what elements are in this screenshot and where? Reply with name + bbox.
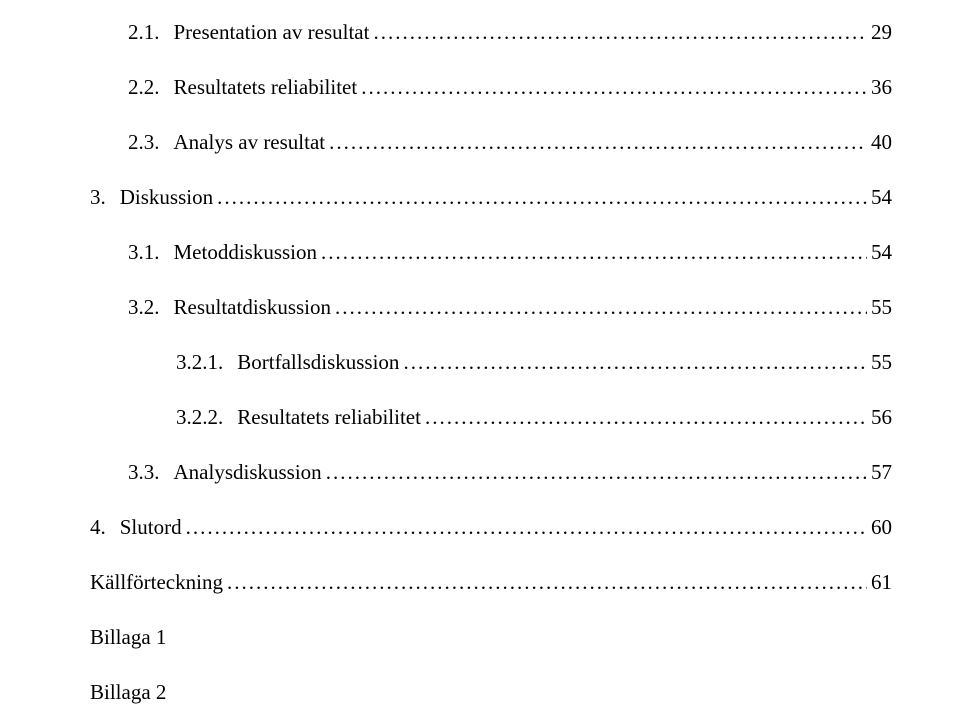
toc-title: Källförteckning bbox=[90, 570, 223, 595]
toc-page: 60 bbox=[867, 515, 892, 540]
toc-leader bbox=[317, 240, 867, 265]
toc-number: 3.2.2. bbox=[176, 405, 237, 430]
toc-entry: 3.2. Resultatdiskussion 55 bbox=[90, 295, 892, 320]
toc-page: 54 bbox=[867, 185, 892, 210]
toc-title: Slutord bbox=[120, 515, 182, 540]
toc-leader bbox=[325, 130, 867, 155]
toc-leader bbox=[223, 570, 867, 595]
toc-leader bbox=[369, 20, 867, 45]
toc-entry: 4. Slutord 60 bbox=[90, 515, 892, 540]
toc-leader bbox=[213, 185, 867, 210]
toc-title: Analysdiskussion bbox=[174, 460, 322, 485]
toc-title: Resultatets reliabilitet bbox=[174, 75, 358, 100]
toc-number: 2.2. bbox=[128, 75, 174, 100]
toc-title: Analys av resultat bbox=[174, 130, 326, 155]
toc-leader bbox=[357, 75, 867, 100]
toc-title: Resultatets reliabilitet bbox=[237, 405, 421, 430]
toc-entry: 3. Diskussion 54 bbox=[90, 185, 892, 210]
toc-page: 40 bbox=[867, 130, 892, 155]
toc-page: 2.1. Presentation av resultat 29 2.2. Re… bbox=[0, 0, 960, 705]
toc-leader bbox=[421, 405, 867, 430]
toc-leader bbox=[331, 295, 867, 320]
toc-number: 3.3. bbox=[128, 460, 174, 485]
toc-title: Metoddiskussion bbox=[174, 240, 318, 265]
toc-page: 54 bbox=[867, 240, 892, 265]
toc-entry: 3.2.1. Bortfallsdiskussion 55 bbox=[90, 350, 892, 375]
toc-leader bbox=[322, 460, 867, 485]
toc-leader bbox=[182, 515, 867, 540]
toc-entry: 3.3. Analysdiskussion 57 bbox=[90, 460, 892, 485]
toc-leader bbox=[399, 350, 867, 375]
toc-page: 55 bbox=[867, 295, 892, 320]
toc-number: 2.1. bbox=[128, 20, 174, 45]
toc-page: 57 bbox=[867, 460, 892, 485]
toc-title: Resultatdiskussion bbox=[174, 295, 332, 320]
toc-page: 29 bbox=[867, 20, 892, 45]
toc-title: Bortfallsdiskussion bbox=[237, 350, 399, 375]
appendix-line: Billaga 1 bbox=[90, 625, 892, 650]
appendix-line: Billaga 2 bbox=[90, 680, 892, 705]
toc-entry: 3.1. Metoddiskussion 54 bbox=[90, 240, 892, 265]
toc-number: 3.1. bbox=[128, 240, 174, 265]
toc-title: Diskussion bbox=[120, 185, 213, 210]
toc-entry: 2.2. Resultatets reliabilitet 36 bbox=[90, 75, 892, 100]
toc-entry: 2.1. Presentation av resultat 29 bbox=[90, 20, 892, 45]
toc-entry: 2.3. Analys av resultat 40 bbox=[90, 130, 892, 155]
toc-number: 3.2. bbox=[128, 295, 174, 320]
toc-entry: Källförteckning 61 bbox=[90, 570, 892, 595]
toc-number: 3. bbox=[90, 185, 120, 210]
toc-number: 3.2.1. bbox=[176, 350, 237, 375]
toc-page: 36 bbox=[867, 75, 892, 100]
toc-number: 2.3. bbox=[128, 130, 174, 155]
toc-title: Presentation av resultat bbox=[174, 20, 370, 45]
toc-page: 56 bbox=[867, 405, 892, 430]
toc-page: 55 bbox=[867, 350, 892, 375]
toc-page: 61 bbox=[867, 570, 892, 595]
toc-number: 4. bbox=[90, 515, 120, 540]
toc-entry: 3.2.2. Resultatets reliabilitet 56 bbox=[90, 405, 892, 430]
